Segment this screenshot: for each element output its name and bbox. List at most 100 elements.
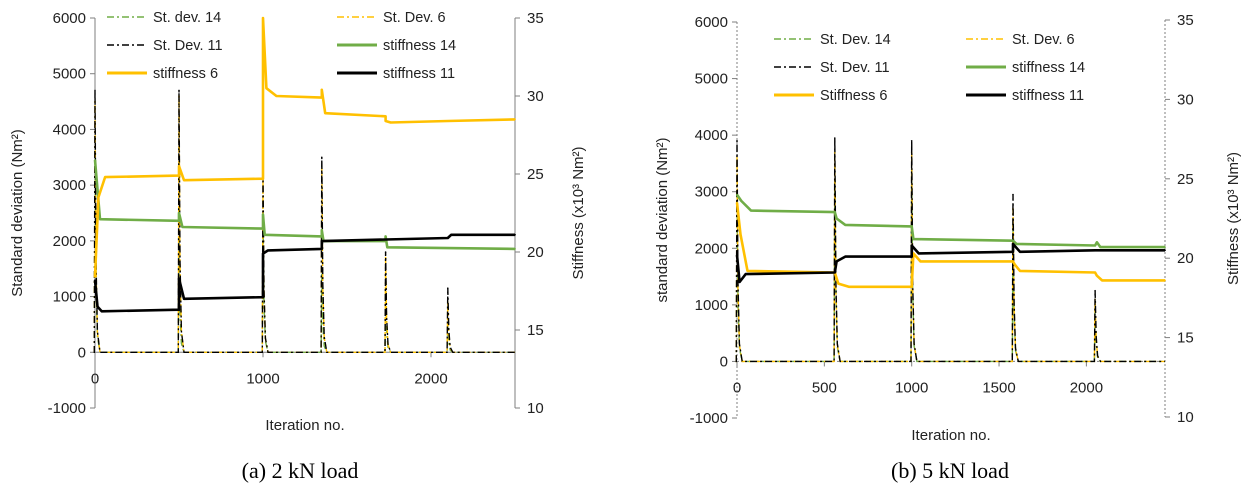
data-point <box>835 260 838 263</box>
series-line <box>93 151 515 353</box>
legend-entry: St. Dev. 6 <box>966 32 1075 48</box>
legend-entry: Stiffness 6 <box>774 88 887 104</box>
series-line <box>735 193 1165 249</box>
data-point <box>178 174 180 177</box>
data-point <box>324 112 327 115</box>
data-point <box>320 96 323 99</box>
data-point <box>844 255 847 258</box>
series-stiffness-6 <box>93 16 516 278</box>
y2-tick-label: 35 <box>1177 12 1194 29</box>
data-point <box>321 156 323 159</box>
y-tick-label: 6000 <box>695 14 728 31</box>
legend-entry: stiffness 11 <box>966 88 1084 104</box>
y-tick-label: 1000 <box>53 289 86 306</box>
data-point <box>265 87 268 90</box>
data-point <box>1012 243 1014 245</box>
data-point <box>740 200 743 202</box>
data-point <box>320 235 323 238</box>
data-point <box>263 233 266 236</box>
chart-caption: (a) 2 kN load <box>242 458 359 483</box>
data-point <box>178 89 180 92</box>
legend-entry: stiffness 14 <box>966 60 1085 76</box>
data-point <box>1012 193 1014 196</box>
data-point <box>1096 274 1098 277</box>
data-point <box>178 219 180 222</box>
data-point <box>910 255 913 258</box>
x-tick-label: 500 <box>812 379 837 396</box>
data-point <box>910 140 913 142</box>
data-point <box>1101 279 1103 282</box>
legend-entry: St. Dev. 14 <box>774 32 891 48</box>
legend-entry: St. Dev. 11 <box>107 38 223 54</box>
data-point <box>262 17 264 19</box>
series-line <box>93 90 515 353</box>
data-point <box>275 95 278 97</box>
y-tick-label: 5000 <box>695 71 728 88</box>
y-tick-label: 1000 <box>695 297 728 314</box>
y-tick-label: 2000 <box>695 240 728 257</box>
data-point <box>1013 263 1016 266</box>
data-point <box>178 308 180 311</box>
data-point <box>837 282 840 285</box>
data-point <box>320 229 323 232</box>
data-point <box>744 273 747 275</box>
data-point <box>919 260 922 263</box>
data-point <box>910 225 913 228</box>
data-point <box>736 201 738 204</box>
chart-caption: (b) 5 kN load <box>891 458 1009 483</box>
x-tick-label: 0 <box>91 370 99 387</box>
y2-axis-label: Stiffness (x10³ Nm²) <box>1225 152 1242 285</box>
y2-tick-label: 10 <box>1177 409 1194 426</box>
series-line <box>735 242 1165 284</box>
data-point <box>384 238 387 241</box>
data-point <box>750 209 752 212</box>
x-axis-label: Iteration no. <box>265 417 344 434</box>
series-stiffness-14 <box>93 159 516 251</box>
y2-tick-label: 35 <box>527 10 544 27</box>
data-point <box>320 88 323 91</box>
legend-label: St. Dev. 11 <box>820 60 890 76</box>
data-point <box>736 254 738 256</box>
legend-label: St. Dev. 6 <box>383 10 446 26</box>
y2-tick-label: 25 <box>527 166 544 183</box>
y-tick-label: 3000 <box>53 177 86 194</box>
data-point <box>178 212 180 214</box>
series-line <box>735 152 1165 363</box>
y-tick-label: 4000 <box>695 127 728 144</box>
data-point <box>1164 246 1166 249</box>
data-point <box>746 270 749 272</box>
data-point <box>514 248 516 250</box>
data-point <box>834 137 836 139</box>
data-point <box>1015 243 1018 245</box>
chart-panel-b: -100001000200030004000500060001015202530… <box>654 12 1242 483</box>
data-point <box>262 296 264 299</box>
series-line <box>93 95 515 353</box>
data-point <box>736 140 738 142</box>
series-line <box>93 16 516 278</box>
data-point <box>384 256 387 259</box>
y-tick-label: 3000 <box>695 184 728 201</box>
y-tick-label: 0 <box>720 353 728 370</box>
x-axis-label: Iteration no. <box>911 427 990 444</box>
y2-tick-label: 10 <box>527 400 544 417</box>
data-point <box>1012 260 1014 263</box>
data-point <box>389 121 392 124</box>
series-st-dev-6 <box>93 95 515 353</box>
data-point <box>917 252 920 255</box>
data-point <box>844 224 847 226</box>
data-point <box>1164 279 1166 282</box>
legend-entry: St. Dev. 11 <box>774 60 890 76</box>
data-point <box>97 196 100 199</box>
data-point <box>94 159 96 161</box>
data-point <box>183 297 185 300</box>
data-point <box>320 240 323 243</box>
series-line <box>93 233 515 313</box>
y2-axis-label: Stiffness (x10³ Nm²) <box>570 146 587 279</box>
data-point <box>1096 241 1098 244</box>
y2-tick-label: 25 <box>1177 171 1194 188</box>
series-stiffness-14 <box>735 193 1166 249</box>
y-tick-label: 5000 <box>53 66 86 83</box>
x-tick-label: 2000 <box>414 370 447 387</box>
series-line <box>735 169 1165 363</box>
